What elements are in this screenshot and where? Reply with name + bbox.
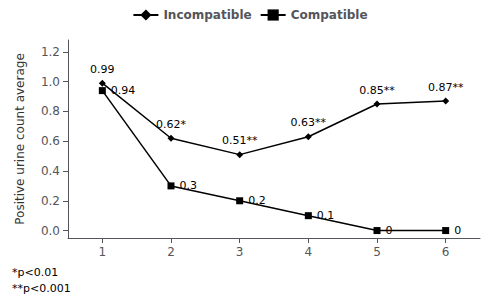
svg-text:0.62*: 0.62* [156, 118, 186, 131]
svg-text:0.8: 0.8 [41, 104, 60, 118]
svg-text:*p<0.01: *p<0.01 [12, 266, 58, 279]
svg-text:0.2: 0.2 [248, 194, 265, 207]
svg-text:Positive urine count average: Positive urine count average [13, 53, 27, 225]
svg-text:Incompatible: Incompatible [163, 8, 251, 22]
svg-text:0.63**: 0.63** [291, 116, 327, 129]
svg-text:1.0: 1.0 [41, 75, 60, 89]
svg-text:0.85**: 0.85** [359, 84, 395, 97]
svg-text:2: 2 [167, 245, 175, 259]
svg-text:**p<0.001: **p<0.001 [12, 282, 71, 295]
svg-text:1: 1 [99, 245, 107, 259]
svg-text:Compatible: Compatible [291, 8, 368, 22]
svg-text:0.99: 0.99 [90, 63, 115, 76]
svg-text:0.6: 0.6 [41, 134, 60, 148]
svg-text:0.87**: 0.87** [428, 81, 464, 94]
svg-text:0.51**: 0.51** [222, 134, 258, 147]
svg-text:1.2: 1.2 [41, 45, 60, 59]
svg-text:0.4: 0.4 [41, 164, 60, 178]
svg-text:0.2: 0.2 [41, 194, 60, 208]
svg-text:0.94: 0.94 [111, 84, 136, 97]
svg-text:5: 5 [373, 245, 381, 259]
svg-text:0: 0 [386, 224, 393, 237]
svg-text:0.3: 0.3 [180, 179, 198, 192]
svg-text:0.0: 0.0 [41, 224, 60, 238]
svg-text:3: 3 [236, 245, 244, 259]
svg-text:6: 6 [442, 245, 450, 259]
svg-text:0.1: 0.1 [317, 209, 335, 222]
svg-text:4: 4 [305, 245, 313, 259]
svg-text:0: 0 [454, 224, 461, 237]
